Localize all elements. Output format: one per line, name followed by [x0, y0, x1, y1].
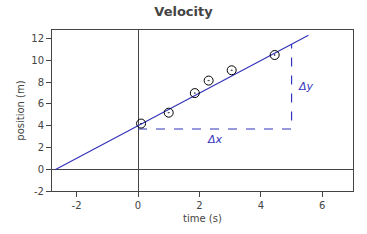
- svg-text:4: 4: [258, 200, 264, 211]
- svg-text:0: 0: [135, 200, 141, 211]
- svg-text:-2: -2: [34, 186, 44, 197]
- svg-text:0: 0: [38, 164, 44, 175]
- svg-text:-2: -2: [72, 200, 82, 211]
- svg-text:4: 4: [38, 120, 44, 131]
- svg-text:2: 2: [196, 200, 202, 211]
- svg-text:6: 6: [38, 98, 44, 109]
- svg-text:time (s): time (s): [183, 213, 222, 224]
- svg-text:Δy: Δy: [298, 80, 314, 93]
- svg-text:6: 6: [319, 200, 325, 211]
- svg-text:2: 2: [38, 142, 44, 153]
- svg-text:position (m): position (m): [15, 80, 26, 140]
- svg-text:Velocity: Velocity: [154, 4, 213, 19]
- svg-text:Δx: Δx: [207, 133, 223, 146]
- svg-text:10: 10: [31, 55, 44, 66]
- svg-text:8: 8: [38, 77, 44, 88]
- svg-text:12: 12: [31, 33, 44, 44]
